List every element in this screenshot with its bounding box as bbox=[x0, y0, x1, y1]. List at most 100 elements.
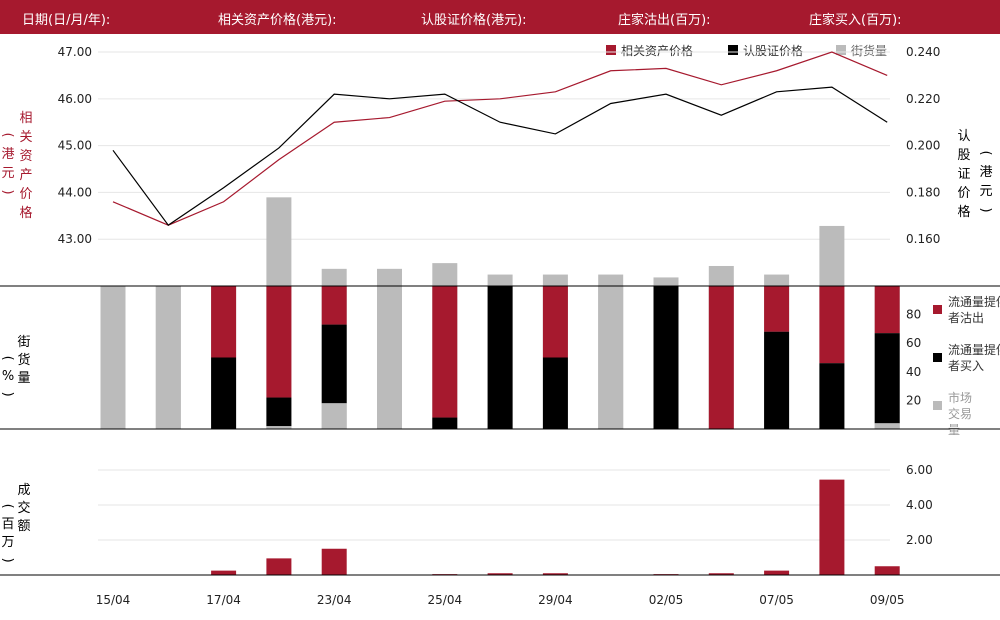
left-axis-title-char: 价 bbox=[19, 187, 32, 202]
legend-outstanding-swatch bbox=[836, 45, 846, 55]
stack-bar-market bbox=[874, 423, 900, 429]
right-axis-title-char: 价 bbox=[957, 186, 970, 201]
turnover-bar bbox=[266, 558, 292, 575]
left-axis-title-char: 相 bbox=[19, 111, 32, 126]
turnover-bar bbox=[764, 570, 790, 575]
legend-sold-swatch bbox=[933, 305, 942, 314]
turnover-tick-label: 4.00 bbox=[906, 498, 933, 512]
stacked-bars bbox=[100, 286, 900, 429]
date-label: 日期(日/月/年): bbox=[22, 13, 111, 28]
legend-right: 流通量提供者沽出 流通量提供者买入 市场交易量 bbox=[933, 294, 1000, 437]
warrant-price-line bbox=[112, 86, 888, 226]
stack-bar-sold bbox=[874, 286, 900, 334]
axis-titles: 相关资产价格(港元)认股证价格(港元)街货量(%)成交额(百万) bbox=[0, 111, 993, 563]
turnover-tick-label: 6.00 bbox=[906, 463, 933, 477]
turnover-bar bbox=[542, 573, 568, 575]
percent-axis-title-char: % bbox=[2, 369, 14, 384]
stack-bar-bought bbox=[819, 363, 845, 429]
percent-tick-label: 60 bbox=[906, 336, 921, 350]
right-axis-title: 认股证价格 (港元) bbox=[957, 129, 993, 220]
mm-sold-label: 庄家沽出(百万): bbox=[618, 13, 711, 28]
turnover-bar bbox=[819, 479, 845, 575]
left-tick-label: 47.00 bbox=[58, 45, 92, 59]
left-tick-label: 46.00 bbox=[58, 92, 92, 106]
legend-market-label: 市场交易量 bbox=[948, 390, 972, 437]
percent-axis-title-paren: ( bbox=[0, 356, 15, 361]
stack-bar-bought bbox=[211, 357, 237, 429]
turnover-axis-title-paren: ) bbox=[0, 558, 15, 563]
x-axis-label: 17/04 bbox=[206, 593, 241, 607]
right-axis-title-char: 港 bbox=[979, 165, 992, 180]
stack-bar-bought bbox=[764, 331, 790, 429]
legend-warrant-label: 认股证价格 bbox=[743, 43, 803, 58]
legend-outstanding-label: 街货量 bbox=[851, 43, 887, 58]
percent-axis-title-char: 街 bbox=[17, 335, 30, 350]
left-axis-title-char: 关 bbox=[19, 130, 32, 145]
left-tick-label: 44.00 bbox=[58, 185, 92, 199]
stack-bar-bought bbox=[321, 324, 347, 404]
turnover-bar bbox=[874, 566, 900, 575]
stack-bar-sold bbox=[321, 286, 347, 325]
right-tick-label: 0.200 bbox=[906, 139, 940, 153]
turnover-gridlines bbox=[98, 469, 890, 541]
legend-top: 相关资产价格 认股证价格 街货量 bbox=[606, 43, 887, 58]
left-axis-title: 相关资产价格 (港元) bbox=[0, 111, 33, 221]
right-axis-title-char: 元 bbox=[979, 184, 992, 199]
mm-bought-label: 庄家买入(百万): bbox=[809, 13, 902, 28]
left-tick-label: 45.00 bbox=[58, 139, 92, 153]
stack-bar-bought bbox=[487, 286, 513, 429]
right-tick-label: 0.220 bbox=[906, 92, 940, 106]
stack-bar-sold bbox=[211, 286, 237, 358]
x-axis-label: 02/05 bbox=[649, 593, 684, 607]
legend-warrant-swatch bbox=[728, 45, 738, 55]
percent-axis-title: 街货量 (%) bbox=[0, 335, 31, 397]
turnover-tick-label: 2.00 bbox=[906, 533, 933, 547]
stack-bar-bought bbox=[653, 286, 679, 429]
left-tick-labels: 47.00 46.00 45.00 44.00 43.00 bbox=[58, 45, 92, 246]
left-axis-title-char: 港 bbox=[1, 147, 14, 162]
left-axis-title-char: 元 bbox=[1, 166, 14, 181]
legend-underlying-label: 相关资产价格 bbox=[621, 43, 693, 58]
x-axis-labels: 15/04 17/04 23/04 25/04 29/04 02/05 07/05 09/05 bbox=[96, 593, 905, 607]
left-axis-title-paren: ) bbox=[0, 190, 15, 195]
x-axis-label: 25/04 bbox=[428, 593, 463, 607]
warrant-price-label: 认股证价格(港元): bbox=[421, 13, 527, 28]
left-axis-title-paren: ( bbox=[0, 133, 15, 138]
legend-bought-swatch bbox=[933, 353, 942, 362]
right-tick-label: 0.180 bbox=[906, 185, 940, 199]
turnover-axis-title-char: 百 bbox=[1, 517, 14, 532]
right-tick-label: 0.240 bbox=[906, 45, 940, 59]
legend-bought-label: 流通量提供者买入 bbox=[948, 342, 1000, 373]
x-axis-label: 29/04 bbox=[538, 593, 573, 607]
stack-bar-sold bbox=[764, 286, 790, 332]
right-axis-title-paren: ) bbox=[978, 208, 993, 213]
header-bar: 日期(日/月/年): 相关资产价格(港元): 认股证价格(港元): 庄家沽出(百… bbox=[0, 0, 1000, 34]
turnover-axis-title-paren: ( bbox=[0, 504, 15, 509]
turnover-bar bbox=[321, 548, 347, 575]
stack-bar-bought bbox=[874, 333, 900, 424]
stack-bar-bought bbox=[542, 357, 568, 429]
right-axis-title-char: 股 bbox=[957, 148, 970, 163]
legend-sold-label: 流通量提供者沽出 bbox=[948, 294, 1000, 325]
stack-bar-market bbox=[321, 403, 347, 429]
right-tick-label: 0.160 bbox=[906, 232, 940, 246]
left-tick-label: 43.00 bbox=[58, 232, 92, 246]
turnover-axis-title-char: 交 bbox=[17, 500, 30, 516]
percent-axis-title-char: 量 bbox=[17, 371, 30, 386]
stack-bar-bought bbox=[266, 397, 292, 427]
turnover-axis-title-char: 成 bbox=[17, 483, 30, 498]
x-axis-label: 15/04 bbox=[96, 593, 131, 607]
stack-bar-sold bbox=[819, 286, 845, 364]
left-axis-title-char: 资 bbox=[19, 149, 32, 164]
legend-market-swatch bbox=[933, 401, 942, 410]
underlying-price-label: 相关资产价格(港元): bbox=[218, 13, 337, 28]
left-axis-title-char: 产 bbox=[19, 168, 32, 183]
turnover-axis-title-char: 万 bbox=[1, 535, 14, 550]
percent-tick-label: 80 bbox=[906, 308, 921, 322]
stack-bar-market bbox=[100, 286, 126, 429]
x-axis-label: 07/05 bbox=[759, 593, 794, 607]
x-axis-label: 23/04 bbox=[317, 593, 352, 607]
stack-bar-market bbox=[377, 286, 402, 429]
turnover-bar bbox=[211, 570, 237, 575]
